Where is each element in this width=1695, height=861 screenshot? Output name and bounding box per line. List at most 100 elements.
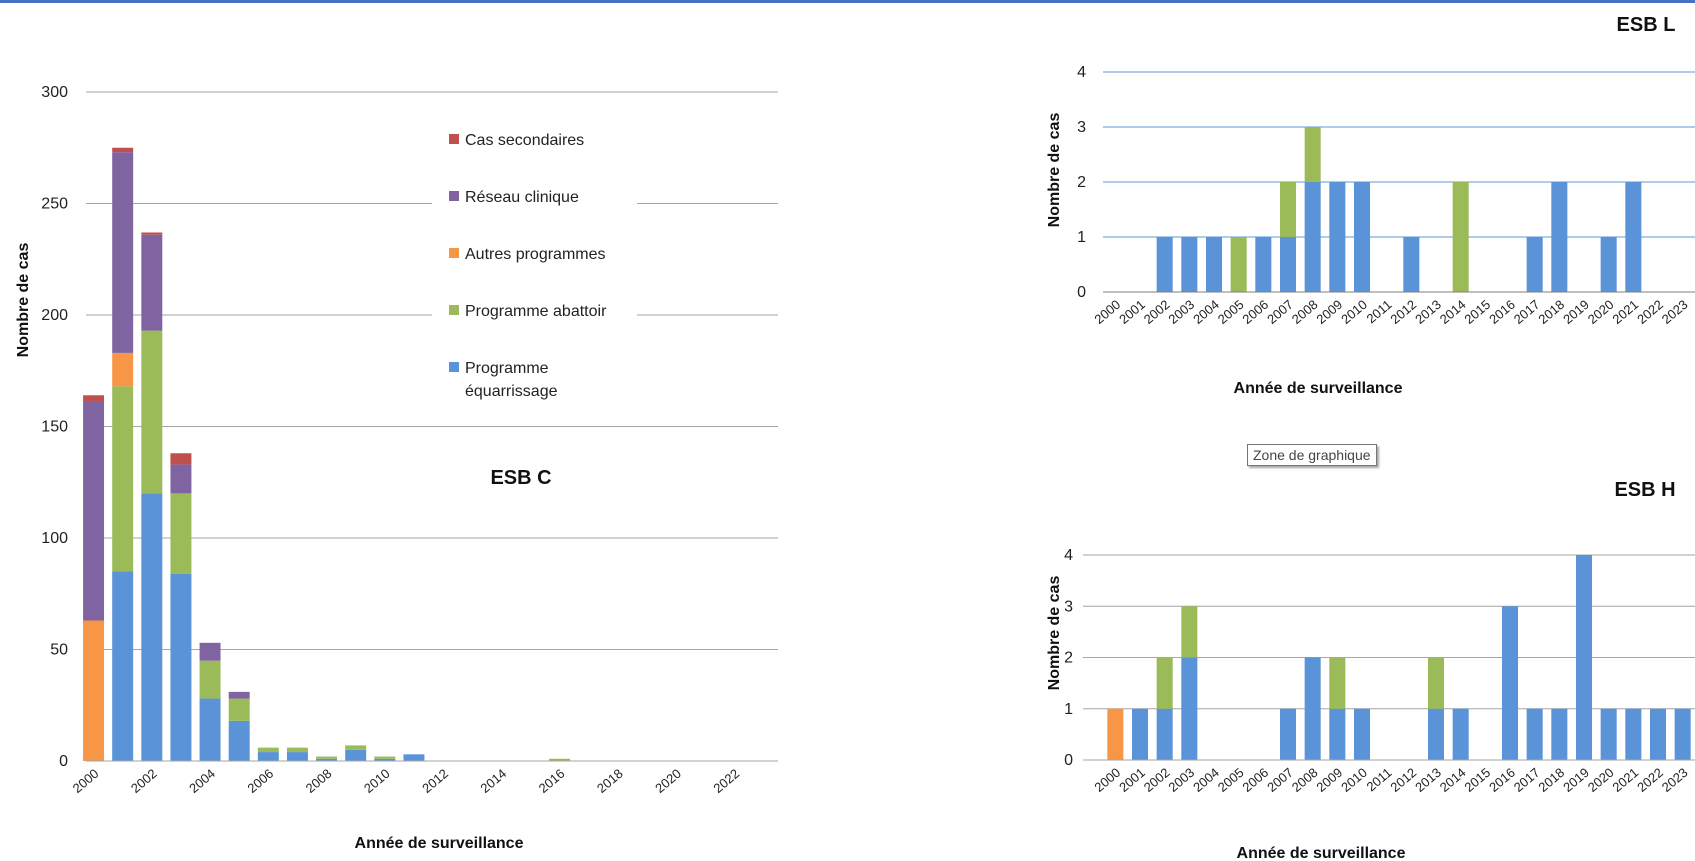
- bar-segment: [112, 147, 134, 153]
- y-tick-label: 2: [1064, 650, 1073, 667]
- top-border-strip: [0, 0, 1695, 3]
- x-tick-label: 2010: [1338, 297, 1370, 327]
- bar-segment: [199, 642, 221, 661]
- bar-segment: [170, 453, 192, 465]
- bar-segment: [141, 493, 163, 761]
- bar-segment: [1181, 657, 1198, 760]
- bar-segment: [228, 698, 250, 721]
- bar-segment: [1501, 606, 1519, 760]
- bar-segment: [141, 330, 163, 494]
- bar-segment: [112, 352, 134, 387]
- x-tick-label: 2011: [1364, 297, 1395, 326]
- bar-segment: [1551, 182, 1568, 292]
- x-tick-label: 2007: [1264, 765, 1296, 795]
- legend-label: Autres programmes: [465, 246, 606, 263]
- y-tick-label: 1: [1064, 701, 1073, 718]
- x-tick-label: 2021: [1609, 297, 1641, 327]
- bar-segment: [549, 758, 571, 761]
- x-tick-label: 2001: [1116, 765, 1148, 795]
- bar-segment: [1156, 237, 1173, 292]
- bar-segment: [1304, 657, 1321, 760]
- bar-segment: [83, 401, 105, 621]
- x-tick-label: 2023: [1659, 297, 1691, 327]
- bar-segment: [1526, 237, 1543, 292]
- chart-esb-l[interactable]: 0123420002001200220032004200520062007200…: [1000, 0, 1695, 410]
- bar-segment: [1329, 182, 1346, 292]
- bar-segment: [1600, 708, 1617, 760]
- y-tick-label: 0: [1064, 752, 1073, 769]
- y-tick-label: 100: [41, 530, 68, 547]
- chart-esb-h[interactable]: 0123420002001200220032004200520062007200…: [1000, 451, 1695, 861]
- x-tick-label: 2014: [1437, 297, 1469, 327]
- bar-segment: [1427, 657, 1445, 709]
- bar-segment: [1279, 237, 1297, 292]
- legend-label: Cas secondaires: [465, 132, 584, 149]
- y-tick-label: 0: [59, 753, 68, 770]
- y-tick-label: 3: [1077, 119, 1086, 136]
- y-tick-label: 2: [1077, 174, 1086, 191]
- x-tick-label: 2007: [1264, 297, 1296, 327]
- y-tick-label: 150: [41, 419, 68, 436]
- x-tick-label: 2021: [1609, 765, 1641, 795]
- x-tick-label: 2020: [1585, 297, 1617, 327]
- x-tick-label: 2008: [303, 766, 335, 796]
- chart-title: ESB H: [1614, 479, 1675, 501]
- x-tick-label: 2012: [1387, 765, 1419, 795]
- y-tick-label: 250: [41, 196, 68, 213]
- legend-swatch: [449, 191, 459, 201]
- y-axis-title: Nombre de cas: [15, 243, 32, 358]
- bar-segment: [1329, 657, 1346, 709]
- bar-segment: [403, 754, 425, 761]
- y-axis-title: Nombre de cas: [1046, 113, 1063, 228]
- bar-segment: [141, 232, 163, 235]
- bar-segment: [228, 720, 250, 761]
- bar-segment: [1304, 182, 1321, 292]
- x-tick-label: 2006: [1239, 765, 1271, 795]
- bar-segment: [1156, 708, 1173, 760]
- bar-segment: [1181, 606, 1198, 658]
- x-tick-label: 2004: [1190, 765, 1222, 795]
- y-tick-label: 200: [41, 307, 68, 324]
- x-tick-label: 2012: [1387, 297, 1419, 327]
- x-tick-label: 2009: [1313, 765, 1345, 795]
- x-tick-label: 2017: [1511, 297, 1543, 327]
- bar-segment: [286, 747, 308, 753]
- y-tick-label: 300: [41, 84, 68, 101]
- legend-swatch: [449, 248, 459, 258]
- bar-segment: [1600, 237, 1617, 292]
- legend-label: Réseau clinique: [465, 189, 579, 206]
- y-tick-label: 4: [1077, 64, 1086, 81]
- bar-segment: [1353, 708, 1371, 760]
- x-tick-label: 2002: [1141, 765, 1173, 795]
- x-tick-label: 2022: [1634, 297, 1666, 327]
- bar-segment: [1329, 708, 1346, 760]
- x-tick-label: 2013: [1412, 297, 1444, 327]
- x-axis-title: Année de surveillance: [1237, 845, 1406, 861]
- legend-label: Programme équarrissage: [465, 360, 558, 400]
- chart-title: ESB L: [1617, 14, 1676, 36]
- bar-segment: [83, 395, 105, 402]
- x-tick-label: 2022: [1634, 765, 1666, 795]
- x-tick-label: 2002: [1141, 297, 1173, 327]
- bar-segment: [316, 756, 338, 759]
- bar-segment: [316, 758, 338, 761]
- bar-segment: [1625, 708, 1642, 760]
- bar-segment: [1131, 708, 1149, 760]
- x-axis-title: Année de surveillance: [355, 835, 524, 852]
- bar-segment: [1156, 657, 1173, 709]
- legend-swatch: [449, 362, 459, 372]
- x-tick-label: 2000: [1091, 765, 1123, 795]
- bar-segment: [112, 571, 134, 761]
- bar-segment: [286, 752, 308, 761]
- bar-segment: [1255, 237, 1272, 292]
- bar-segment: [1674, 708, 1691, 760]
- bar-segment: [83, 620, 105, 761]
- bar-segment: [1107, 708, 1124, 760]
- x-tick-label: 2011: [1364, 765, 1395, 794]
- x-tick-label: 2001: [1116, 297, 1148, 327]
- bar-segment: [1649, 708, 1667, 760]
- x-tick-label: 2002: [128, 766, 160, 796]
- chart-esb-c[interactable]: 0 50 100 150 200 250 300 2000 2002 2004 2006 2008 20…: [0, 0, 800, 861]
- x-tick-label: 2000: [70, 766, 102, 796]
- y-tick-label: 3: [1064, 598, 1073, 615]
